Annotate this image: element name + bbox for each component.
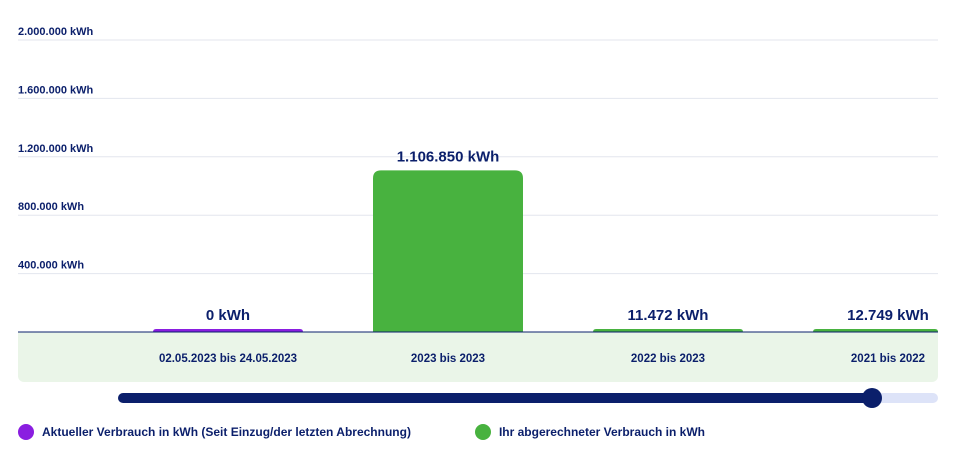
- y-tick-label: 2.000.000 kWh: [18, 26, 93, 38]
- chart-scroll-slider[interactable]: [118, 388, 938, 408]
- slider-thumb[interactable]: [862, 388, 883, 408]
- slider-fill: [118, 393, 873, 403]
- legend-label-billed: Ihr abgerechneter Verbrauch in kWh: [498, 425, 705, 439]
- bar-value-label: 0 kWh: [206, 307, 250, 324]
- consumption-bar-chart: 400.000 kWh 800.000 kWh 1.200.000 kWh 1.600…: [18, 26, 938, 382]
- bar[interactable]: [593, 329, 743, 332]
- category-band-top: [18, 332, 938, 340]
- legend-item-billed[interactable]: Ihr abgerechneter Verbrauch in kWh: [474, 424, 705, 440]
- bar[interactable]: [813, 329, 938, 332]
- y-tick-label: 1.600.000 kWh: [18, 84, 93, 96]
- legend-dot-billed-icon: [474, 424, 491, 440]
- y-tick-label: 1.200.000 kWh: [18, 143, 93, 155]
- chart-legend: Aktueller Verbrauch in kWh (Seit Einzug/…: [18, 424, 769, 440]
- y-tick-label: 400.000 kWh: [18, 260, 84, 272]
- category-band: [18, 332, 938, 382]
- bar[interactable]: [153, 329, 303, 332]
- legend-label-current: Aktueller Verbrauch in kWh (Seit Einzug/…: [42, 425, 411, 439]
- bar-value-label: 1.106.850 kWh: [397, 148, 500, 165]
- y-tick-label: 800.000 kWh: [18, 201, 84, 213]
- legend-dot-current-icon: [18, 424, 34, 440]
- x-tick-label: 2022 bis 2023: [631, 353, 705, 365]
- x-tick-label: 2023 bis 2023: [411, 353, 485, 365]
- bar[interactable]: [373, 170, 523, 332]
- bar-value-label: 12.749 kWh: [847, 307, 929, 324]
- x-tick-label: 02.05.2023 bis 24.05.2023: [159, 353, 297, 365]
- legend-item-current[interactable]: Aktueller Verbrauch in kWh (Seit Einzug/…: [18, 424, 411, 440]
- bar-value-label: 11.472 kWh: [628, 307, 709, 324]
- x-tick-label: 2021 bis 2022: [851, 353, 925, 365]
